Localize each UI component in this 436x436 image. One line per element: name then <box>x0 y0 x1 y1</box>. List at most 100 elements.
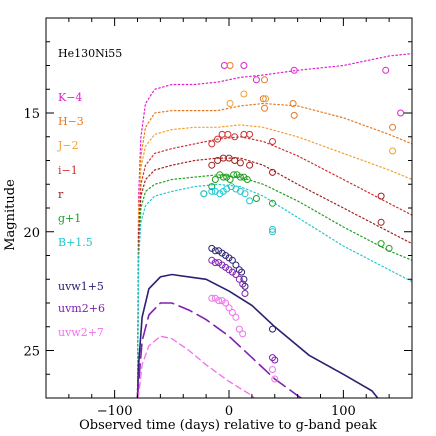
data-point <box>269 354 276 362</box>
data-point <box>269 138 276 145</box>
model-curve-1 <box>136 102 412 398</box>
data-point <box>224 130 232 138</box>
data-point <box>236 159 244 167</box>
data-point <box>290 66 298 74</box>
data-point <box>269 366 276 373</box>
legend-entry: H−3 <box>58 115 84 128</box>
model-curve-4 <box>136 157 412 398</box>
data-point <box>208 161 216 169</box>
data-point <box>211 247 219 255</box>
x-axis-title: Observed time (days) relative to g-band … <box>79 418 377 433</box>
data-point <box>219 173 227 181</box>
model-label: He130Ni55 <box>58 47 122 60</box>
data-point <box>269 225 276 233</box>
data-point <box>271 375 279 383</box>
legend-entry: i−1 <box>58 164 78 177</box>
data-point <box>226 176 234 183</box>
legend-entry: r <box>58 188 64 201</box>
x-tick-label: −100 <box>97 404 133 419</box>
data-point <box>259 95 267 103</box>
plot-frame <box>45 17 413 399</box>
data-point <box>208 183 216 191</box>
data-point <box>216 171 224 179</box>
data-point <box>208 140 216 148</box>
legend-entry: B+1.5 <box>58 236 93 249</box>
data-points <box>200 62 405 383</box>
data-point <box>218 297 226 305</box>
data-point <box>235 325 243 333</box>
model-curve-8 <box>136 302 302 398</box>
y-axis-title: Magnitude <box>3 179 18 251</box>
data-point <box>230 171 238 179</box>
data-point <box>261 104 268 112</box>
data-point <box>211 259 219 267</box>
legend-entry: uvm2+6 <box>58 302 105 315</box>
data-point <box>241 282 249 290</box>
model-curve-3 <box>136 136 412 398</box>
data-point <box>261 76 268 84</box>
data-point <box>241 290 249 297</box>
data-point <box>228 309 236 316</box>
data-point <box>211 176 219 183</box>
model-curve-2 <box>136 124 412 398</box>
data-point <box>271 356 279 364</box>
data-point <box>235 275 243 283</box>
model-curve-6 <box>136 183 412 398</box>
data-point <box>290 111 298 119</box>
data-point <box>231 133 239 141</box>
data-point <box>269 325 276 333</box>
data-point <box>397 109 405 117</box>
data-point <box>377 218 385 226</box>
data-point <box>226 100 234 107</box>
data-point <box>240 130 248 138</box>
legend-entry: K−4 <box>58 91 82 104</box>
data-point <box>208 187 216 195</box>
y-tick-label: 20 <box>23 226 40 241</box>
legend: K−4 H−3 J−2 i−1 r g+1 B+1.5 uvw1+5 uvm2+6 uvw2+7 <box>57 91 105 339</box>
data-point <box>382 66 390 74</box>
data-point <box>238 268 246 276</box>
data-point <box>208 294 216 302</box>
data-point <box>226 62 234 69</box>
data-point <box>377 240 385 248</box>
model-curve-7 <box>136 273 379 398</box>
data-point <box>240 90 248 98</box>
data-point <box>252 76 260 84</box>
model-curve-9 <box>136 335 255 398</box>
data-point <box>232 313 240 321</box>
data-point <box>228 268 236 276</box>
data-point <box>225 304 233 312</box>
x-tick-label: 100 <box>331 404 356 419</box>
legend-entry: uvw1+5 <box>58 280 104 293</box>
data-point <box>252 195 260 202</box>
data-point <box>389 147 397 155</box>
data-point <box>246 130 254 138</box>
y-tick-label: 25 <box>23 345 40 360</box>
data-point <box>216 190 224 198</box>
data-point <box>240 62 248 69</box>
data-point <box>262 95 270 103</box>
data-point <box>246 197 254 205</box>
data-point <box>236 173 244 181</box>
legend-entry: g+1 <box>58 212 81 225</box>
data-point <box>232 271 240 278</box>
data-point <box>215 297 223 305</box>
model-curve-0 <box>136 53 412 398</box>
data-point <box>243 176 251 183</box>
data-point <box>231 157 239 164</box>
data-point <box>218 249 226 257</box>
data-point <box>389 123 397 131</box>
model-curve-5 <box>136 174 412 398</box>
data-point <box>232 261 240 269</box>
data-point <box>200 190 208 198</box>
legend-entry: uvw2+7 <box>58 326 104 339</box>
data-point <box>220 62 228 69</box>
axis-ticks: −100 0 100 15 20 25 <box>23 18 412 419</box>
data-point <box>240 275 248 283</box>
data-point <box>246 161 254 169</box>
data-point <box>208 244 216 252</box>
y-tick-label: 15 <box>23 107 40 122</box>
data-point <box>377 192 385 200</box>
data-point <box>218 261 226 269</box>
